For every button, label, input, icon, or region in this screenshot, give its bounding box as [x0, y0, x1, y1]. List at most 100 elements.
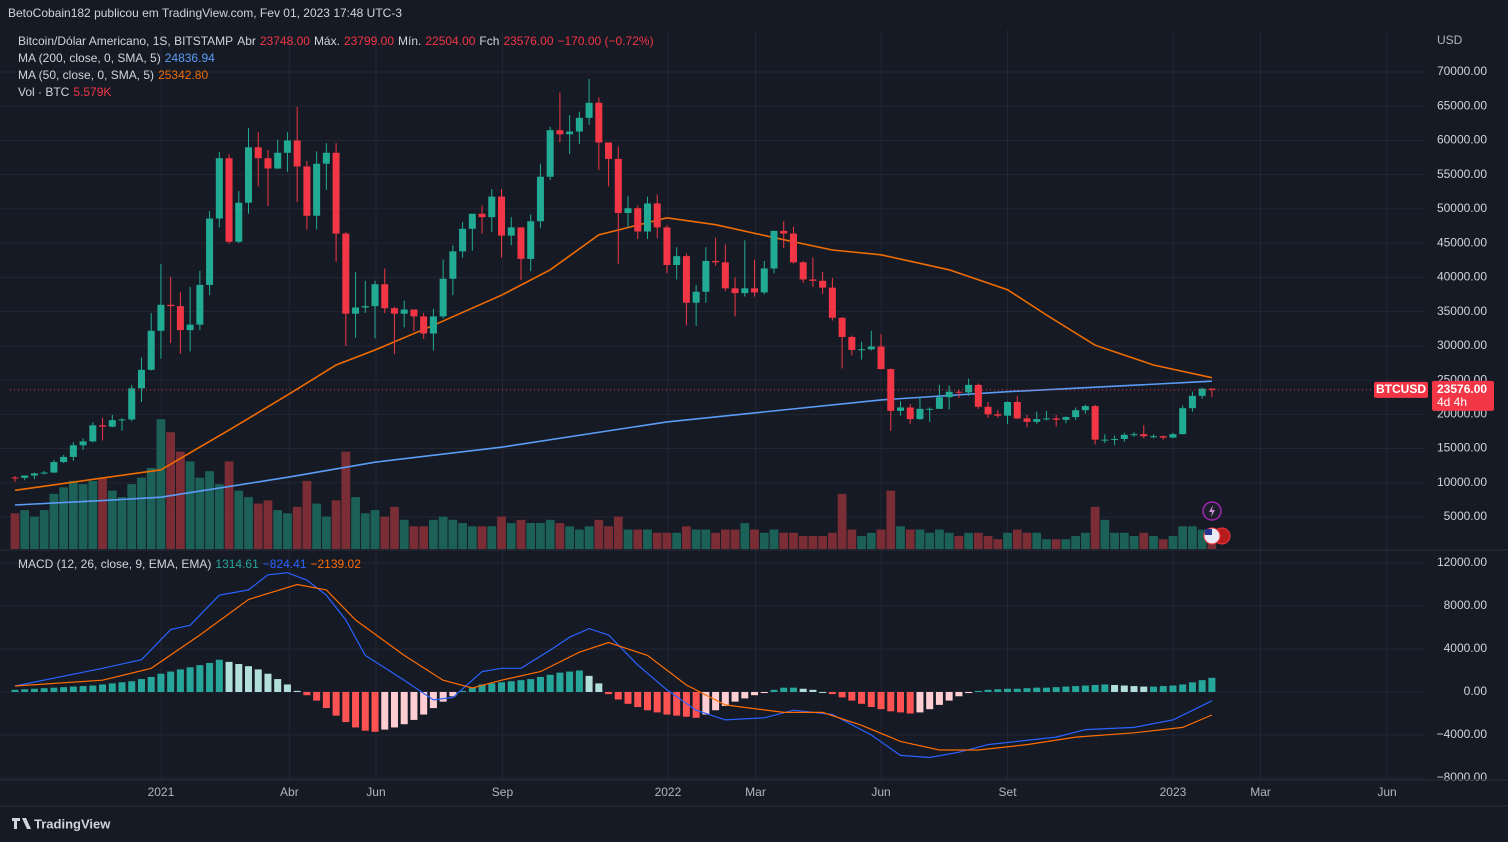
volume-bar [438, 516, 448, 549]
volume-bar [1032, 532, 1042, 549]
candle-body [595, 102, 603, 143]
macd-hist-bar [682, 691, 690, 717]
ohlc-label: Máx. [313, 34, 340, 48]
macd-hist-bar [741, 691, 749, 699]
y-tick-label: 10000.00 [1437, 475, 1487, 489]
volume-bar [195, 477, 205, 549]
macd-hist-bar [313, 691, 321, 701]
volume-bar [156, 419, 166, 549]
macd-hist-bar [176, 669, 184, 692]
candle-body [965, 384, 973, 393]
volume-bar [545, 519, 555, 549]
macd-hist-bar [848, 691, 856, 701]
candle-body [994, 414, 1002, 416]
volume-bar [137, 477, 146, 549]
volume-bar [915, 529, 925, 549]
volume-bar [857, 536, 866, 549]
macd-hist-bar [1111, 684, 1119, 692]
macd-tick-label: −4000.00 [1437, 727, 1488, 741]
volume-bar [429, 519, 438, 549]
macd-hist-bar [536, 676, 544, 692]
candle-body [877, 346, 885, 370]
macd-hist-bar [264, 673, 272, 692]
candle-body [945, 391, 953, 398]
macd-hist-bar [371, 691, 379, 732]
candle-body [1081, 406, 1089, 411]
macd-hist-bar [624, 691, 632, 704]
ohlc-label: Fch [479, 34, 500, 48]
volume-bar [662, 532, 672, 549]
macd-hist-bar [1188, 682, 1196, 692]
macd-value: −824.41 [262, 557, 307, 571]
candle-body [673, 256, 681, 266]
candle-body [1169, 434, 1177, 438]
macd-hist-bar [361, 691, 369, 731]
macd-hist-bar [459, 690, 467, 692]
volume-bar [1061, 539, 1071, 549]
candle-body [420, 316, 428, 334]
candle-body [663, 227, 671, 266]
ohlc-value: 23748.00 [259, 34, 310, 48]
volume-bar [905, 529, 915, 549]
candle-body [293, 140, 301, 167]
candle-body [634, 208, 642, 232]
macd-hist-bar [663, 691, 671, 715]
macd-hist-bar [935, 691, 943, 705]
volume-bar [224, 461, 234, 549]
volume-bar [30, 516, 39, 549]
volume-bar [39, 510, 49, 549]
ma-line [14, 216, 1213, 492]
volume-bar [720, 529, 730, 549]
candle-body [322, 152, 330, 164]
candle-body [546, 130, 554, 177]
macd-tick-label: 12000.00 [1437, 555, 1487, 569]
macd-hist-bar [1062, 686, 1070, 692]
volume-bar [886, 490, 896, 549]
logo [12, 818, 31, 829]
candle-body [858, 349, 866, 351]
macd-hist-bar [595, 683, 603, 692]
volume-bar [613, 516, 623, 549]
y-tick-label: 35000.00 [1437, 304, 1487, 318]
y-tick-label: 50000.00 [1437, 201, 1487, 215]
volume-bar [253, 503, 263, 549]
candle-body [1013, 401, 1021, 419]
candle-body [1052, 418, 1060, 420]
x-tick-label: Jun [1377, 785, 1396, 799]
candle-body [1159, 436, 1167, 438]
macd-hist-bar [653, 691, 661, 713]
macd-hist-bar [420, 691, 428, 715]
macd-hist-bar [1004, 688, 1012, 692]
macd-tick-label: 0.00 [1464, 684, 1488, 698]
macd-hist-bar [196, 665, 204, 692]
x-tick-label: Jun [366, 785, 385, 799]
candle-body [906, 407, 914, 420]
volume-bar [789, 532, 798, 549]
macd-hist-bar [673, 691, 681, 716]
candle-body [624, 208, 632, 214]
macd-hist-bar [692, 691, 700, 718]
volume-bar [536, 523, 545, 549]
volume-bar [798, 536, 808, 549]
volume-bar [954, 536, 964, 549]
macd-hist-bar [1052, 687, 1060, 692]
price-tag [1432, 380, 1494, 411]
candle-body [1062, 417, 1070, 420]
macd-tick-label: 8000.00 [1444, 598, 1488, 612]
candle-body [157, 304, 165, 331]
volume-bar [477, 526, 487, 549]
candle-body [575, 117, 583, 132]
flag-canton [1205, 529, 1212, 535]
symbol: Bitcoin/Dólar Americano, 1S, BITSTAMP [18, 34, 234, 48]
volume-bar [711, 532, 720, 549]
volume-bar [234, 490, 244, 549]
volume-bar [302, 480, 312, 549]
x-tick-label: Mar [1250, 785, 1271, 799]
volume-bar [691, 529, 701, 549]
volume-bar [68, 480, 78, 549]
macd-hist-bar [731, 691, 739, 702]
macd-hist-bar [1130, 686, 1138, 692]
candle-body [984, 406, 992, 415]
candle-body [245, 147, 253, 203]
